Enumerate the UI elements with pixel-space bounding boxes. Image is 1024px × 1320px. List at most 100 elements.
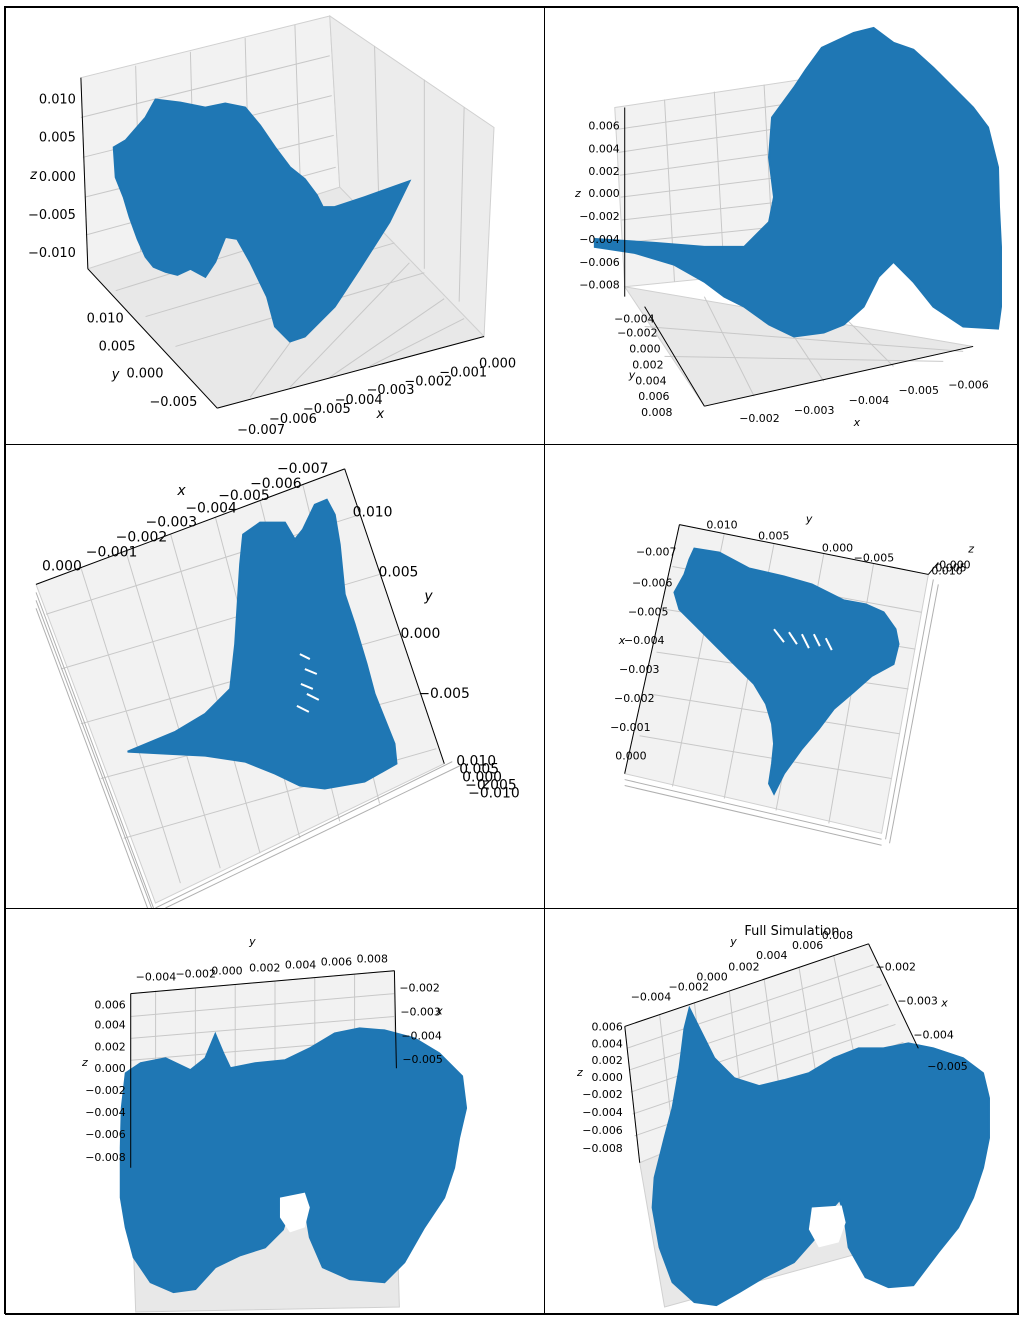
series-trajectory-1 [112,98,412,343]
y-tick: −0.005 [149,395,197,410]
y-axis-label: y [423,588,433,604]
z-tick: 0.006 [94,999,125,1012]
z-tick: 0.000 [588,187,619,200]
z-tick: −0.006 [582,1124,623,1137]
z-tick-labels: 0.010 0.005 0.000 −0.005 −0.010 [28,93,76,261]
z-tick: −0.006 [85,1128,126,1141]
y-axis-label: y [111,367,120,382]
y-tick: 0.006 [638,390,669,403]
x-tick: −0.003 [400,1005,441,1018]
x-tick: −0.004 [624,634,665,647]
y-tick-labels: 0.010 0.005 0.000 −0.005 [87,312,198,411]
y-tick: 0.006 [792,939,823,952]
y-tick: 0.005 [758,530,789,543]
x-tick: −0.005 [303,402,351,417]
x-tick: 0.000 [479,356,516,371]
figure-grid: 0.010 0.005 0.000 −0.005 −0.010 z 0.010 … [4,6,1019,1315]
x-tick: −0.001 [86,545,138,561]
x-tick: 0.000 [42,558,82,574]
x-axis-label: x [618,634,626,647]
z-tick: 0.000 [939,558,970,571]
panel-2: 0.006 0.004 0.002 0.000 −0.002 −0.004 −0… [544,7,1019,445]
z-tick: −0.010 [468,785,520,801]
x-tick: −0.006 [269,412,317,427]
z-tick: 0.006 [591,1020,622,1033]
z-tick-labels: 0.006 0.004 0.002 0.000 −0.002 −0.004 −0… [582,1020,623,1154]
z-tick: −0.002 [579,210,619,223]
axis-lines [624,107,974,407]
x-tick: −0.002 [404,374,452,389]
x-tick: −0.001 [439,365,487,380]
x-tick-labels: −0.002 −0.003 −0.004 −0.005 −0.006 [739,378,989,425]
plot-3d-panel-4: 0.010 0.005 0.000 −0.005 y −0.007 −0.006… [610,513,974,846]
y-tick: 0.006 [321,956,352,969]
x-axis-label: x [940,997,948,1010]
z-tick: 0.010 [456,754,496,770]
z-tick: 0.005 [39,130,76,145]
series-trajectory-3 [127,498,398,790]
x-tick: −0.005 [898,384,938,397]
series-gap [279,1192,310,1233]
y-tick-labels: −0.004 −0.002 0.000 0.002 0.004 0.006 0.… [614,313,672,420]
series-gap [808,1205,846,1248]
y-tick-labels: 0.010 0.005 0.000 −0.005 [353,505,470,702]
z-tick: −0.004 [582,1106,623,1119]
y-tick: 0.000 [211,965,242,978]
y-tick: −0.002 [175,968,215,981]
z-tick: 0.006 [588,119,619,132]
y-tick: 0.008 [641,406,672,419]
z-tick: 0.005 [935,561,966,574]
z-tick: 0.004 [94,1018,125,1031]
x-tick: −0.007 [277,461,329,477]
y-axis-label: y [628,368,636,381]
x-axis-label: x [853,416,861,429]
z-axis-label: z [481,777,490,793]
z-tick: 0.010 [931,564,962,577]
x-axis-label: x [435,1004,443,1017]
panel-5: y −0.004 −0.002 0.000 0.002 0.004 0.006 … [5,908,545,1315]
y-tick: 0.000 [822,542,853,555]
axis-lines [624,943,919,1163]
plot-3d-panel-1: 0.010 0.005 0.000 −0.005 −0.010 z 0.010 … [28,14,516,438]
x-tick-labels: 0.000 −0.001 −0.002 −0.003 −0.004 −0.005… [42,461,329,575]
x-tick-labels: −0.002 −0.003 −0.004 −0.005 [399,982,442,1067]
x-tick-labels: −0.007 −0.006 −0.005 −0.004 −0.003 −0.00… [237,356,516,438]
x-tick: −0.004 [335,393,383,408]
z-tick-labels: 0.006 0.004 0.002 0.000 −0.002 −0.004 −0… [85,999,126,1164]
z-axis-label: z [967,543,974,556]
y-tick: 0.004 [635,374,666,387]
x-tick: −0.001 [610,721,650,734]
plot-3d-panel-5: y −0.004 −0.002 0.000 0.002 0.004 0.006 … [81,935,468,1313]
y-tick: 0.008 [357,953,388,966]
z-tick: 0.000 [39,170,76,185]
x-tick-labels: −0.002 −0.003 −0.004 −0.005 [876,961,968,1074]
y-tick: −0.002 [617,326,657,339]
z-tick: 0.002 [588,165,619,178]
x-axis-label: x [376,407,385,422]
y-tick: −0.002 [669,981,709,994]
y-tick: −0.004 [631,991,672,1004]
z-tick: −0.008 [85,1151,126,1164]
z-axis-label: z [81,1056,88,1069]
x-tick: −0.002 [116,530,168,546]
box-edges [35,592,461,908]
x-tick: −0.002 [739,412,779,425]
y-tick: −0.005 [854,551,894,564]
z-tick: 0.000 [591,1071,622,1084]
x-tick: −0.007 [237,423,285,438]
z-tick: −0.002 [85,1084,125,1097]
z-tick: 0.002 [591,1054,622,1067]
y-tick: 0.004 [285,959,316,972]
y-tick-labels: −0.004 −0.002 0.000 0.002 0.004 0.006 0.… [136,953,388,984]
z-tick: 0.010 [39,93,76,108]
x-tick: −0.005 [218,488,270,504]
x-tick: −0.006 [948,378,989,391]
z-tick: 0.005 [459,762,499,778]
x-tick: −0.007 [636,546,677,559]
y-tick-labels: 0.010 0.005 0.000 −0.005 [706,519,894,565]
y-axis-label: y [248,935,256,948]
x-tick: −0.002 [614,692,654,705]
x-tick: −0.006 [250,476,302,492]
series-trajectory-4 [673,547,900,796]
y-tick: −0.005 [418,686,470,702]
